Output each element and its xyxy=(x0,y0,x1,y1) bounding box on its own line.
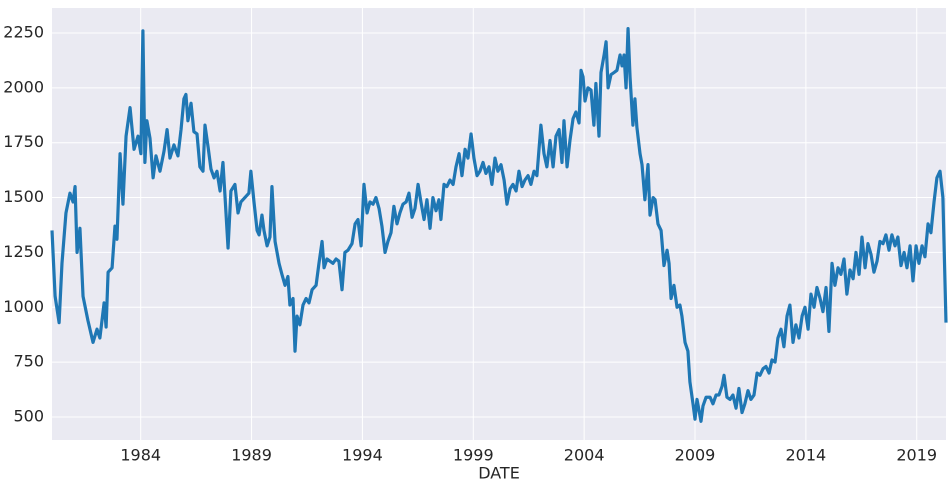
x-tick-label: 2004 xyxy=(564,446,605,465)
x-tick-label: 1989 xyxy=(231,446,272,465)
x-tick-label: 1999 xyxy=(453,446,494,465)
y-tick-label: 500 xyxy=(13,406,44,425)
plot-background xyxy=(52,8,946,440)
x-tick-label: 1984 xyxy=(120,446,161,465)
y-tick-label: 1000 xyxy=(3,297,44,316)
y-tick-label: 1500 xyxy=(3,187,44,206)
line xyxy=(50,27,948,423)
x-axis-label: DATE xyxy=(478,464,520,483)
x-tick-label: 2009 xyxy=(675,446,716,465)
x-tick-label: 2019 xyxy=(896,446,937,465)
y-tick-label: 2000 xyxy=(3,77,44,96)
y-tick-label: 750 xyxy=(13,352,44,371)
y-tick-label: 1250 xyxy=(3,242,44,261)
y-tick-label: 2250 xyxy=(3,23,44,42)
x-tick-label: 2014 xyxy=(786,446,827,465)
x-tick-label: 1994 xyxy=(342,446,383,465)
y-tick-label: 1750 xyxy=(3,132,44,151)
